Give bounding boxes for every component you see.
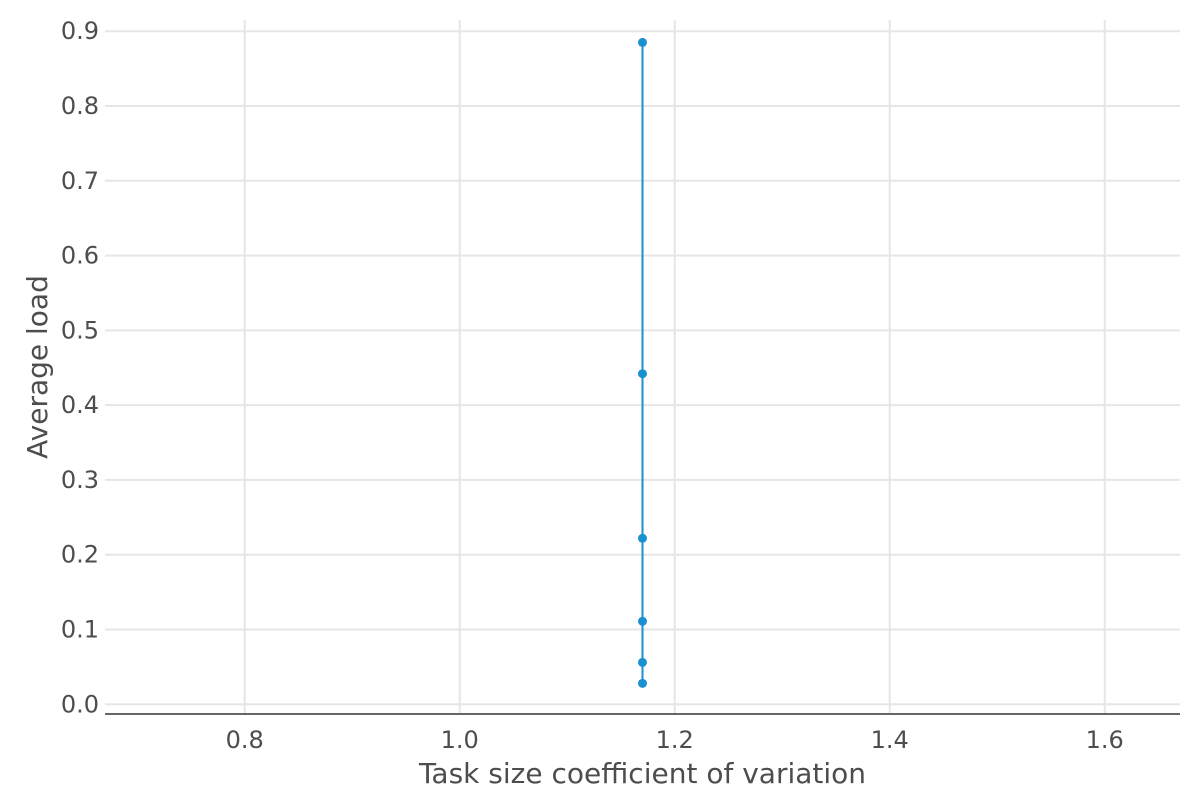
x-tick-label: 0.8 [226, 726, 264, 754]
y-tick-label: 0.2 [61, 541, 99, 569]
x-tick-label: 1.0 [441, 726, 479, 754]
y-tick-label: 0.1 [61, 615, 99, 643]
y-tick-label: 0.0 [61, 690, 99, 718]
data-point [638, 678, 647, 688]
data-point [638, 369, 647, 379]
x-tick-label: 1.4 [871, 726, 909, 754]
x-tick-label: 1.6 [1086, 726, 1124, 754]
y-tick-label: 0.3 [61, 466, 99, 494]
data-point [638, 533, 647, 543]
y-tick-label: 0.6 [61, 242, 99, 270]
data-point [638, 37, 647, 47]
series [638, 37, 647, 688]
y-tick-label: 0.9 [61, 17, 99, 45]
y-tick-label: 0.7 [61, 167, 99, 195]
tick-labels: 0.8 1.0 1.2 1.4 1.6 0.0 0.1 0.2 0.3 0.4 0.5 0.6 0.7 0… [61, 17, 1124, 754]
y-tick-label: 0.8 [61, 92, 99, 120]
x-tick-label: 1.2 [656, 726, 694, 754]
data-point [638, 616, 647, 626]
x-axis-title: Task size coefficient of variation [418, 757, 866, 790]
y-axis-title: Average load [21, 275, 54, 459]
data-point [638, 657, 647, 667]
y-tick-label: 0.4 [61, 391, 99, 419]
y-tick-label: 0.5 [61, 316, 99, 344]
